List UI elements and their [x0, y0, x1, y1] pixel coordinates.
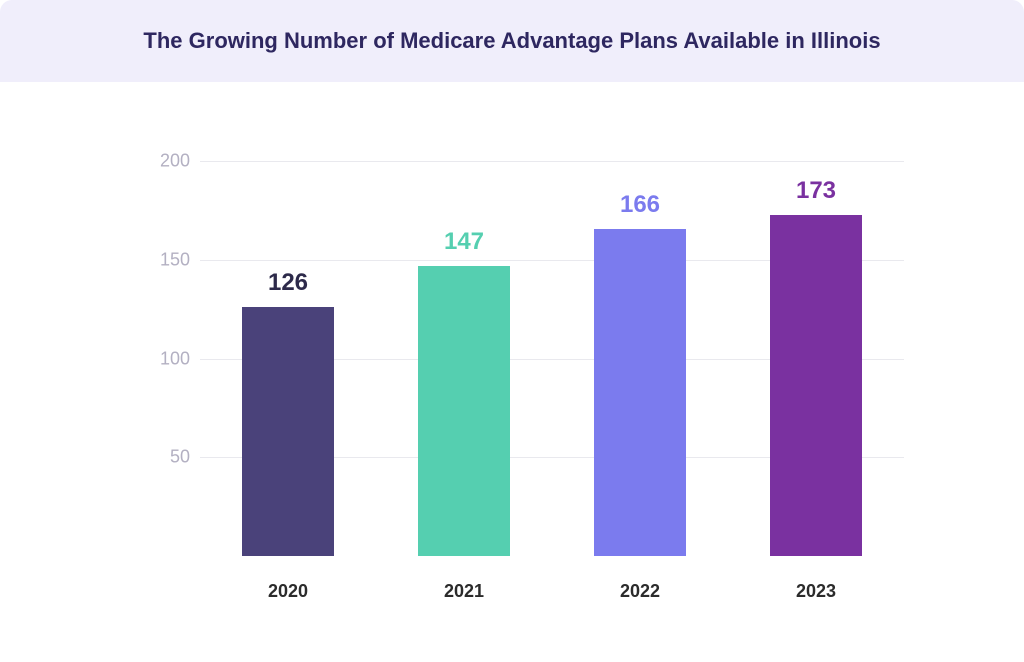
bar [770, 215, 862, 556]
x-tick-label: 2022 [580, 581, 700, 602]
y-tick-label: 50 [140, 447, 190, 468]
bar-group: 166 [580, 122, 700, 556]
bar-value-label: 147 [444, 228, 484, 256]
x-tick-label: 2021 [404, 581, 524, 602]
chart-title: The Growing Number of Medicare Advantage… [20, 28, 1004, 54]
y-tick-label: 100 [140, 348, 190, 369]
chart-card: The Growing Number of Medicare Advantage… [0, 0, 1024, 662]
bar [242, 307, 334, 556]
bar-value-label: 126 [268, 269, 308, 297]
plot-region: 50 100 150 200 126 147 166 173 [80, 122, 944, 602]
y-tick-label: 200 [140, 151, 190, 172]
bar-value-label: 173 [796, 177, 836, 205]
y-tick-label: 150 [140, 250, 190, 271]
x-tick-label: 2020 [228, 581, 348, 602]
bar-group: 173 [756, 122, 876, 556]
x-axis-labels: 2020 2021 2022 2023 [200, 581, 904, 602]
title-bar: The Growing Number of Medicare Advantage… [0, 0, 1024, 82]
bar [594, 229, 686, 556]
bar-group: 147 [404, 122, 524, 556]
x-tick-label: 2023 [756, 581, 876, 602]
bar-value-label: 166 [620, 191, 660, 219]
chart-area: 50 100 150 200 126 147 166 173 [0, 82, 1024, 662]
bar [418, 266, 510, 556]
bars-row: 126 147 166 173 [200, 122, 904, 556]
bar-group: 126 [228, 122, 348, 556]
